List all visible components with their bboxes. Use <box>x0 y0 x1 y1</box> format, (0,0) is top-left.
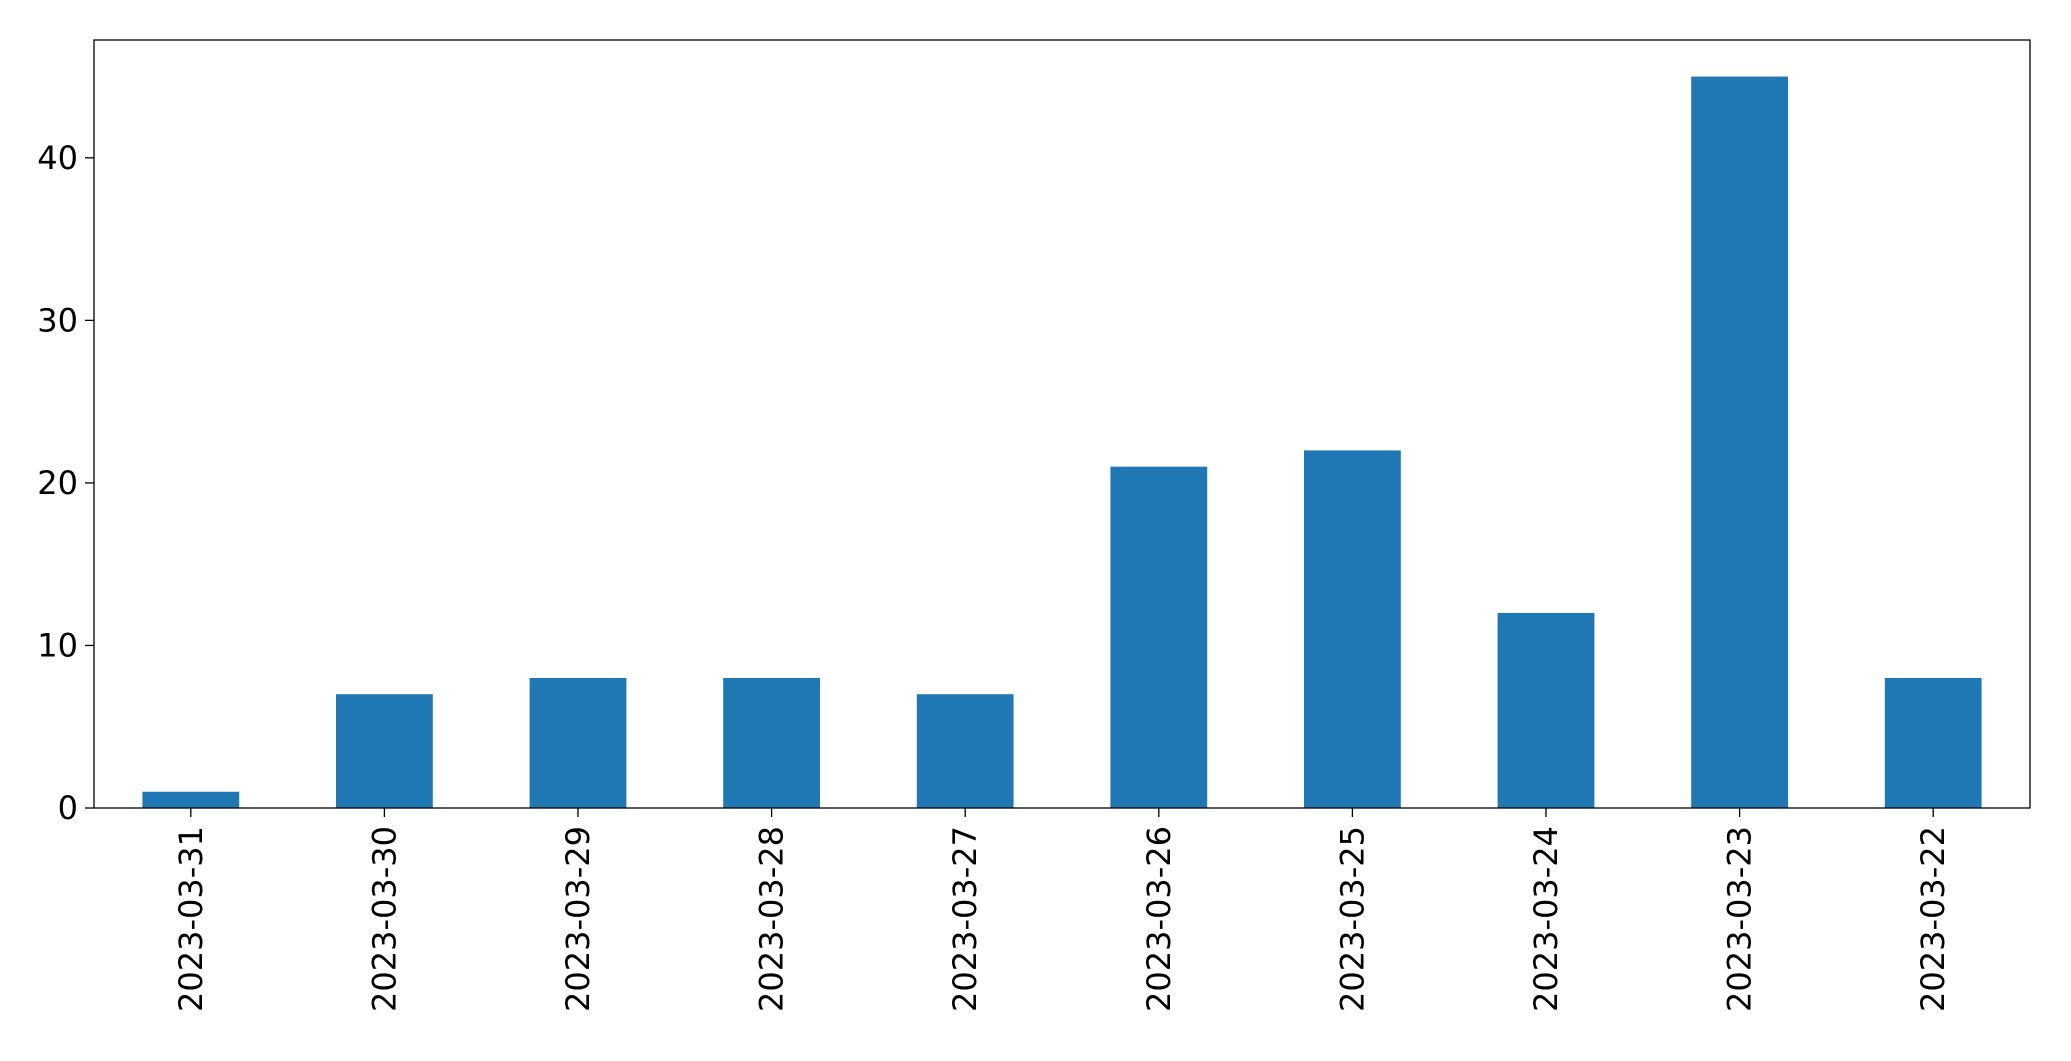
x-tick-label: 2023-03-25 <box>1333 826 1371 1012</box>
bar <box>142 791 240 808</box>
y-tick-label: 20 <box>37 464 78 502</box>
y-tick-label: 30 <box>37 301 78 339</box>
x-tick-label: 2023-03-24 <box>1527 826 1565 1012</box>
bar <box>1884 677 1982 808</box>
bar <box>1304 450 1401 808</box>
x-tick-label: 2023-03-27 <box>946 826 984 1012</box>
x-tick-label: 2023-03-29 <box>559 826 597 1012</box>
y-tick-label: 0 <box>58 789 78 827</box>
bar <box>1691 76 1788 809</box>
y-tick-label: 40 <box>37 139 78 177</box>
bar <box>723 677 820 808</box>
plot-frame <box>93 39 2031 809</box>
y-tick-label: 10 <box>37 626 78 664</box>
x-tick-label: 2023-03-22 <box>1914 826 1952 1012</box>
x-tick-label: 2023-03-26 <box>1140 826 1178 1012</box>
bar <box>529 677 627 808</box>
bar <box>336 694 433 808</box>
x-tick-label: 2023-03-30 <box>365 826 403 1012</box>
bar <box>1110 466 1208 808</box>
bar <box>916 694 1014 808</box>
x-tick-label: 2023-03-23 <box>1721 826 1759 1012</box>
x-tick-label: 2023-03-31 <box>172 826 210 1012</box>
x-tick-label: 2023-03-28 <box>753 826 791 1012</box>
bar <box>1497 612 1595 808</box>
